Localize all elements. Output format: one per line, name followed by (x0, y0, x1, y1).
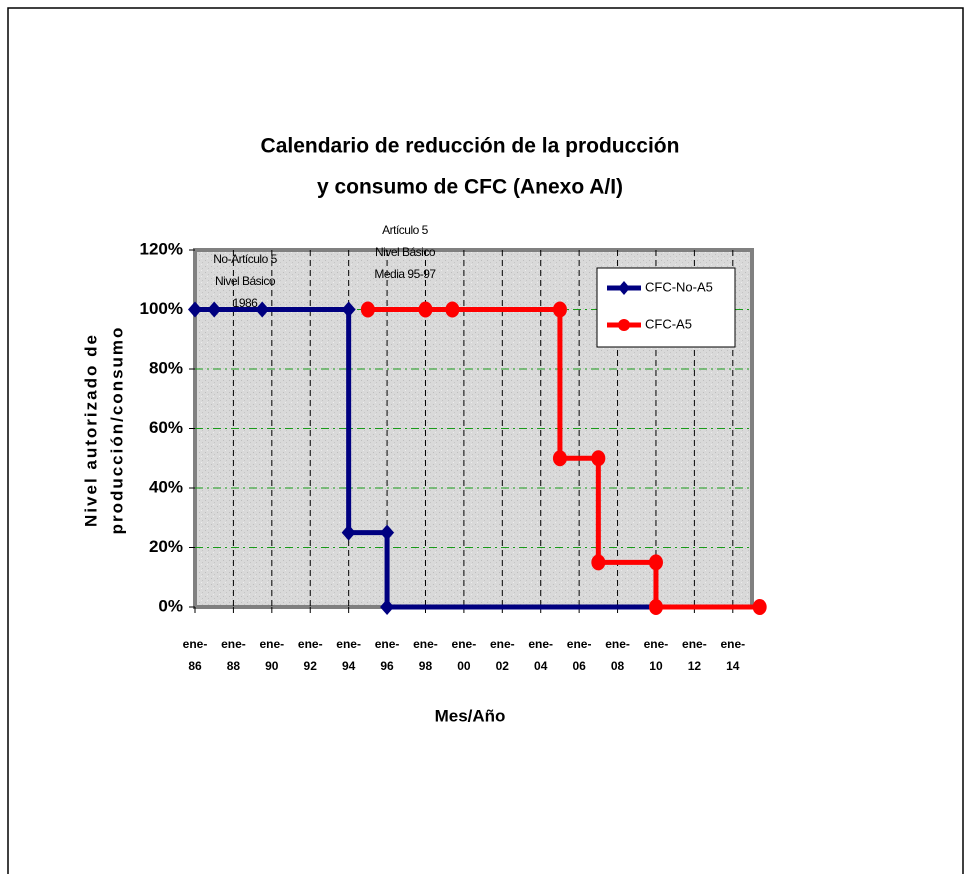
marker (380, 524, 395, 541)
marker (380, 599, 395, 615)
annotation: Nivel Básico (215, 274, 276, 288)
x-tick-label: ene-86 (182, 637, 208, 673)
marker (552, 450, 567, 467)
y-tick-label: 20% (149, 537, 183, 556)
marker (591, 554, 606, 571)
x-tick-label: ene-00 (451, 637, 477, 673)
y-axis-label: producción/consumo (107, 326, 126, 535)
x-tick-label: ene-94 (336, 637, 361, 673)
x-tick-label: ene-10 (643, 637, 669, 673)
marker (360, 301, 375, 318)
y-tick-label: 100% (140, 299, 183, 318)
x-tick-label: ene-96 (374, 637, 400, 673)
marker (552, 301, 567, 318)
x-tick-label: ene-08 (605, 637, 630, 673)
y-tick-label: 40% (149, 477, 183, 496)
x-tick-label: ene-14 (720, 637, 746, 673)
x-tick-label: ene-98 (413, 637, 438, 673)
marker (418, 301, 433, 318)
annotation: No-Artículo 5 (213, 252, 277, 266)
x-tick-label: ene-90 (259, 637, 285, 673)
legend-marker (618, 281, 630, 295)
marker (188, 301, 202, 318)
x-tick-label: ene-92 (297, 637, 323, 673)
marker (341, 524, 356, 541)
annotation: Artículo 5 (382, 223, 429, 237)
x-tick-label: ene-06 (566, 637, 592, 673)
y-tick-label: 120% (140, 239, 183, 258)
annotation: 1986 (233, 296, 259, 310)
y-tick-label: 0% (158, 596, 183, 615)
x-tick-label: ene-12 (682, 637, 707, 673)
x-tick-label: ene-88 (221, 637, 246, 673)
marker (255, 301, 270, 318)
legend-label: CFC-No-A5 (645, 279, 713, 294)
y-axis-label: Nivel autorizado de (81, 333, 100, 527)
annotation: Media 95-97 (374, 267, 436, 281)
marker (752, 599, 767, 615)
marker (341, 301, 356, 318)
x-tick-label: ene-02 (489, 637, 515, 673)
marker (591, 450, 606, 467)
marker (207, 301, 222, 318)
x-tick-label: ene-04 (528, 637, 554, 673)
legend-marker (618, 319, 630, 331)
y-tick-label: 60% (149, 418, 183, 437)
chart-title: Calendario de reducción de la producción (261, 135, 680, 158)
chart-title: y consumo de CFC (Anexo A/I) (317, 176, 623, 199)
series-line (195, 307, 656, 610)
x-axis-label: Mes/Año (435, 706, 506, 725)
series-line (367, 307, 760, 610)
legend-box (596, 267, 736, 348)
legend-label: CFC-A5 (645, 316, 692, 331)
marker (445, 301, 460, 318)
frame (7, 7, 964, 874)
y-tick-label: 80% (149, 358, 183, 377)
marker (648, 554, 663, 571)
annotation: Nivel Básico (375, 245, 436, 259)
marker (648, 599, 663, 615)
